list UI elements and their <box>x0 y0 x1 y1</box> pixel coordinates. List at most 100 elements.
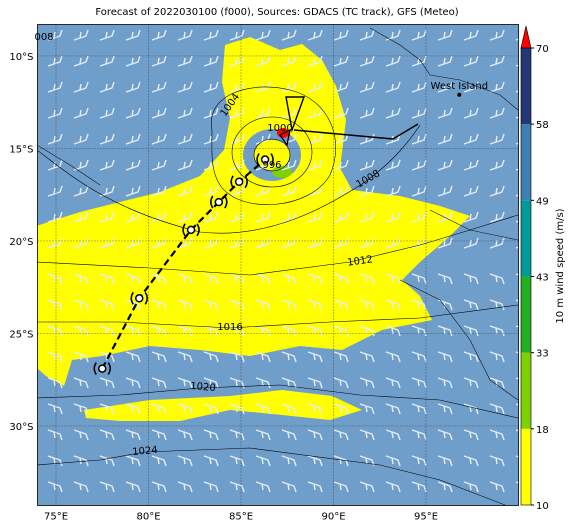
wind-barb <box>411 481 427 493</box>
wind-barb <box>463 185 479 197</box>
wind-barb <box>359 325 375 337</box>
wind-barb <box>229 237 245 249</box>
wind-barb <box>255 273 271 285</box>
wind-barb <box>229 185 245 197</box>
wind-barb <box>151 55 167 67</box>
wind-barb <box>463 133 479 145</box>
wind-barb <box>99 481 115 493</box>
wind-barb <box>411 107 427 119</box>
wind-barb <box>463 377 479 389</box>
wind-barb <box>229 107 245 119</box>
wind-barb <box>47 81 63 93</box>
isobar <box>211 86 337 205</box>
wind-barb <box>125 81 141 93</box>
colorbar-tick-label: 43 <box>536 273 549 284</box>
wind-barb <box>73 351 89 363</box>
wind-barb <box>385 403 401 415</box>
wind-barb <box>385 159 401 171</box>
wind-barb <box>73 211 89 223</box>
forecast-cone <box>285 96 305 133</box>
wind-barb <box>489 299 505 311</box>
wind-barb <box>151 377 167 389</box>
wind-barb <box>177 107 193 119</box>
wind-barb <box>463 107 479 119</box>
wind-barb <box>359 81 375 93</box>
wind-barb <box>281 211 297 223</box>
wind-barb <box>151 481 167 493</box>
wind-barb <box>281 455 297 467</box>
wind-barb <box>333 377 349 389</box>
wind-barb <box>411 377 427 389</box>
wind-barb <box>177 403 193 415</box>
wind-barb <box>333 55 349 67</box>
wind-barb <box>489 325 505 337</box>
y-tick-label: 30°S <box>9 422 33 433</box>
colorbar-segment <box>521 352 531 429</box>
wind-barb <box>203 481 219 493</box>
x-tick-label: 85°E <box>229 512 253 523</box>
wind-barb <box>255 455 271 467</box>
wind-barb <box>73 55 89 67</box>
wind-barb <box>463 351 479 363</box>
wind-barb <box>437 403 453 415</box>
wind-barb <box>463 273 479 285</box>
wind-barb <box>437 299 453 311</box>
wind-barb <box>177 325 193 337</box>
wind-barb <box>437 159 453 171</box>
wind-barb <box>463 55 479 67</box>
wind-barb <box>229 133 245 145</box>
wind-barb <box>73 81 89 93</box>
wind-barb <box>385 211 401 223</box>
wind-barb <box>255 211 271 223</box>
wind-barb <box>151 455 167 467</box>
wind-barb <box>47 377 63 389</box>
wind-barb <box>359 159 375 171</box>
wind-barb <box>47 237 63 249</box>
wind-barb <box>463 81 479 93</box>
wind-barb <box>125 133 141 145</box>
wind-barb <box>437 185 453 197</box>
wind-barb <box>385 351 401 363</box>
wind-barb <box>151 107 167 119</box>
colorbar-tick-label: 33 <box>536 349 549 360</box>
wind-barb <box>307 351 323 363</box>
wind-barb <box>307 133 323 145</box>
wind-barb <box>385 455 401 467</box>
wind-barb <box>255 107 271 119</box>
wind-barb <box>411 211 427 223</box>
wind-barb <box>437 481 453 493</box>
wind-barb <box>203 273 219 285</box>
wind-barb <box>99 403 115 415</box>
wind-barb <box>463 237 479 249</box>
colorbar-segment <box>521 428 531 505</box>
wind-barb <box>229 351 245 363</box>
wind-barb <box>151 299 167 311</box>
wind-barb <box>437 377 453 389</box>
wind-barb <box>99 133 115 145</box>
wind-barb <box>489 351 505 363</box>
wind-barb <box>203 299 219 311</box>
wind-barb <box>177 377 193 389</box>
wind-barb <box>73 377 89 389</box>
wind-barb <box>203 29 219 41</box>
wind-barb <box>99 159 115 171</box>
isobar-label: 1016 <box>217 322 242 333</box>
wind-barb <box>333 403 349 415</box>
wind-barb <box>151 429 167 441</box>
wind-barb <box>229 325 245 337</box>
wind-barb <box>281 299 297 311</box>
wind-barb <box>385 273 401 285</box>
wind-barb <box>47 481 63 493</box>
y-tick-label: 20°S <box>9 237 33 248</box>
colorbar-segment <box>521 276 531 353</box>
isobar <box>37 447 506 506</box>
wind-barb <box>125 273 141 285</box>
wind-barb <box>229 403 245 415</box>
wind-barb <box>333 429 349 441</box>
wind-barb <box>333 299 349 311</box>
wind-barb <box>307 273 323 285</box>
wind-barb <box>177 133 193 145</box>
wind-barb <box>359 29 375 41</box>
wind-barb <box>203 159 219 171</box>
wind-barb <box>99 429 115 441</box>
